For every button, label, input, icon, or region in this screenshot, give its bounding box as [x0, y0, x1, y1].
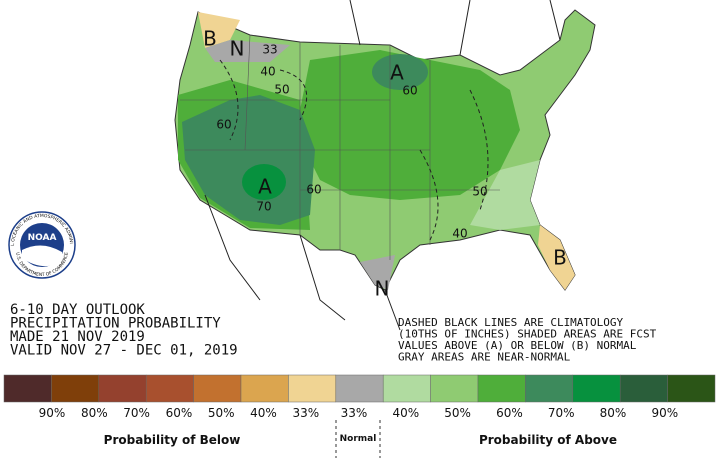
map-label: N [230, 37, 245, 61]
legend-swatch [525, 374, 574, 403]
below-40-fl [538, 225, 575, 290]
map-label: 60 [306, 183, 321, 197]
legend-above-title: Probability of Above [479, 433, 617, 447]
title-line: 6-10 DAY OUTLOOK [10, 302, 145, 318]
map-label: 70 [256, 200, 271, 214]
map-label: 33 [262, 43, 277, 57]
map-label: B [203, 27, 217, 51]
legend-swatch [193, 374, 242, 403]
note-line: DASHED BLACK LINES ARE CLIMATOLOGY [398, 316, 624, 329]
legend-swatch [667, 374, 716, 403]
logo-name: NOAA [28, 233, 57, 243]
above-60 [300, 50, 520, 200]
legend-label: 33% [341, 406, 368, 420]
above-40 [470, 160, 540, 230]
legend-label: 50% [444, 406, 471, 420]
below-40-nw [198, 12, 240, 48]
legend-label: 40% [392, 406, 419, 420]
legend-below-title: Probability of Below [104, 433, 241, 447]
legend-label: 70% [123, 406, 150, 420]
legend-normal-title: Normal [340, 434, 377, 444]
above-70-north [372, 54, 428, 90]
legend-swatch [382, 374, 431, 403]
legend-swatch [98, 374, 147, 403]
legend-label: 80% [81, 406, 108, 420]
legend-label: 60% [496, 406, 523, 420]
legend-label: 60% [166, 406, 193, 420]
note-line: VALUES ABOVE (A) OR BELOW (B) NORMAL [398, 339, 637, 352]
map-label: 50 [274, 83, 289, 97]
legend: Probability of Below Normal Probability … [3, 374, 716, 458]
legend-swatch [240, 374, 289, 403]
note-line: GRAY AREAS ARE NEAR-NORMAL [398, 351, 571, 364]
title-line: MADE 21 NOV 2019 [10, 329, 145, 345]
state-lines [180, 34, 500, 260]
logo-ring-top: NATIONAL OCEANIC AND ATMOSPHERIC ADMINIS… [0, 0, 74, 246]
legend-swatch [572, 374, 621, 403]
noaa-logo: NOAA NATIONAL OCEANIC AND ATMOSPHERIC AD… [0, 0, 76, 279]
borders [180, 0, 561, 331]
map-label: 60 [402, 84, 417, 98]
legend-swatch [335, 374, 384, 403]
legend-swatch [430, 374, 479, 403]
logo-bird [22, 245, 62, 267]
above-80 [242, 164, 286, 200]
legend-swatch [145, 374, 194, 403]
note-block: DASHED BLACK LINES ARE CLIMATOLOGY(10THS… [398, 316, 657, 364]
normal-tx [360, 255, 395, 290]
legend-label: 33% [292, 406, 319, 420]
map-label: B [553, 246, 567, 270]
map-label: 50 [472, 185, 487, 199]
map-label: 40 [452, 227, 467, 241]
legend-label: 90% [39, 406, 66, 420]
climatology-lines [219, 59, 489, 241]
legend-label: 70% [548, 406, 575, 420]
canada-border [349, 0, 561, 56]
map-label: 60 [216, 118, 231, 132]
legend-swatch [477, 374, 526, 403]
map-label: N [375, 277, 390, 301]
legend-label: 80% [600, 406, 627, 420]
legend-label: 50% [208, 406, 235, 420]
map-label: A [390, 61, 404, 85]
mexico-outline [204, 194, 401, 331]
legend-swatch [3, 374, 52, 403]
note-line: (10THS OF INCHES) SHADED AREAS ARE FCST [398, 328, 657, 341]
map-label: A [258, 175, 272, 199]
above-70 [182, 95, 315, 225]
title-line: PRECIPITATION PROBABILITY [10, 316, 221, 332]
normal-nw [205, 40, 290, 62]
legend-swatch [619, 374, 668, 403]
legend-swatch [288, 374, 337, 403]
legend-label: 90% [651, 406, 678, 420]
title-line: VALID NOV 27 - DEC 01, 2019 [10, 343, 238, 359]
map-label: 40 [260, 65, 275, 79]
legend-swatch [51, 374, 100, 403]
legend-label: 40% [250, 406, 277, 420]
logo-ring-top-text: NATIONAL OCEANIC AND ATMOSPHERIC ADMINIS… [0, 0, 74, 246]
